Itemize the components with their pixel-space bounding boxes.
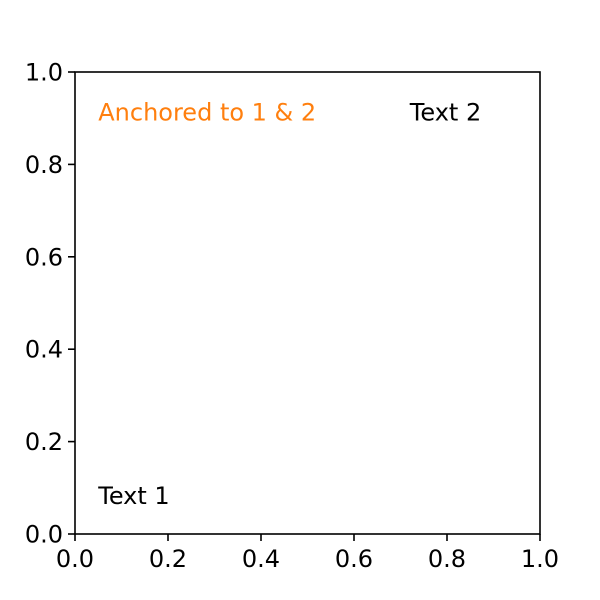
y-tick-label: 0.4: [25, 336, 63, 364]
y-tick-label: 0.6: [25, 243, 63, 271]
x-tick-label: 0.0: [56, 545, 94, 573]
x-tick-label: 0.6: [335, 545, 373, 573]
y-axis-ticks: 0.0 0.2 0.4 0.6 0.8 1.0: [25, 59, 75, 549]
plot-frame: [74, 71, 541, 535]
x-axis-ticks: 0.0 0.2 0.4 0.6 0.8 1.0: [56, 534, 559, 573]
x-tick-label: 0.4: [242, 545, 280, 573]
x-tick-label: 0.2: [149, 545, 187, 573]
y-tick-label: 1.0: [25, 59, 63, 87]
annotation-text-2: Text 2: [409, 98, 481, 126]
y-tick-label: 0.0: [25, 521, 63, 549]
annotations: Text 1 Text 2 Anchored to 1 & 2: [97, 98, 481, 509]
annotation-text-1: Text 1: [97, 482, 169, 510]
x-tick-label: 1.0: [521, 545, 559, 573]
plot-background: [75, 72, 540, 534]
y-tick-label: 0.2: [25, 428, 63, 456]
annotation-anchored: Anchored to 1 & 2: [98, 98, 316, 126]
x-tick-label: 0.8: [428, 545, 466, 573]
y-tick-label: 0.8: [25, 151, 63, 179]
